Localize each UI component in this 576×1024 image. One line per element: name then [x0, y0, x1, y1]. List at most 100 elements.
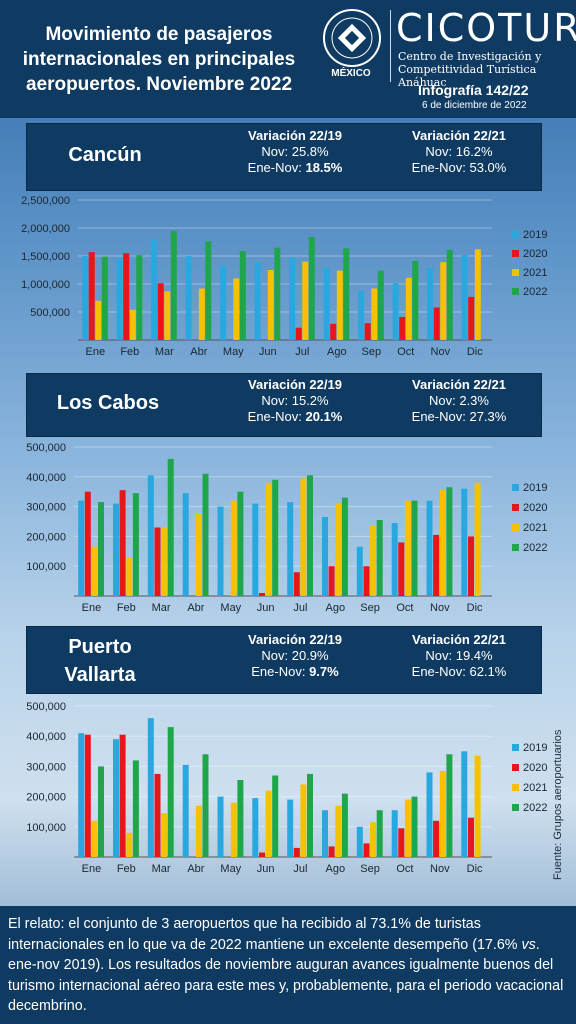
legend-swatch-2022 — [512, 288, 519, 295]
x-tick-label: May — [220, 602, 241, 614]
bar-2019-mar — [147, 475, 154, 596]
x-tick-label: May — [220, 863, 241, 875]
bar-2022-nov — [446, 249, 453, 340]
header: Movimiento de pasajeros internacionales … — [0, 0, 576, 118]
variation-title: Variación 22/19 — [248, 377, 342, 392]
bar-2019-dic — [461, 488, 468, 596]
bar-2019-sep — [358, 290, 365, 340]
variation-22-19: Variación 22/19 Nov: 15.2% Ene-Nov: 20.1… — [219, 377, 371, 425]
variation-ene-nov: Ene-Nov: 20.1% — [219, 409, 371, 425]
variation-nov: Nov: 25.8% — [261, 144, 329, 159]
variation-ene-label: Ene-Nov: — [247, 160, 306, 175]
x-tick-label: Oct — [396, 863, 413, 875]
bar-2021-abr — [198, 288, 205, 340]
city-name: Cancún — [68, 144, 142, 166]
bar-2019-abr — [185, 256, 192, 340]
footer-text: El relato: el conjunto de 3 aeropuertos … — [8, 914, 568, 1017]
x-tick-label: Abr — [187, 863, 204, 875]
bar-2019-jun — [252, 503, 259, 596]
legend-label: 2020 — [523, 762, 547, 774]
legend-swatch-2021 — [512, 269, 519, 276]
x-tick-label: Mar — [152, 863, 171, 875]
legend-swatch-2019 — [512, 744, 519, 751]
y-tick-label: 400,000 — [26, 731, 66, 743]
x-tick-label: Jun — [259, 346, 277, 358]
bar-2021-mar — [161, 527, 168, 596]
x-tick-label: Ene — [86, 346, 106, 358]
x-tick-label: Ago — [327, 346, 347, 358]
bar-2019-ene — [78, 500, 85, 596]
x-tick-label: Mar — [152, 602, 171, 614]
bar-2021-oct — [404, 799, 411, 857]
bar-2021-may — [230, 802, 237, 857]
y-tick-label: 500,000 — [26, 701, 66, 713]
bar-2022-ago — [341, 497, 348, 596]
legend-swatch-2022 — [512, 804, 519, 811]
x-tick-label: Dic — [467, 863, 483, 875]
bar-2021-ago — [335, 503, 342, 596]
bar-2020-nov — [433, 534, 440, 596]
bar-2022-feb — [132, 493, 139, 596]
bar-2022-may — [239, 251, 246, 340]
legend-swatch-2019 — [512, 231, 519, 238]
legend-swatch-2020 — [512, 250, 519, 257]
university-label: MÉXICO — [331, 68, 371, 79]
bar-2019-sep — [356, 546, 363, 596]
bar-2022-oct — [412, 261, 419, 340]
relato-label: El relato — [8, 916, 61, 932]
bar-2019-jun — [254, 262, 261, 340]
variation-22-21: Variación 22/21 Nov: 16.2% Ene-Nov: 53.0… — [383, 128, 535, 176]
y-tick-label: 200,000 — [26, 792, 66, 804]
variation-ene-value: 20.1% — [305, 409, 343, 424]
bar-2021-nov — [440, 262, 447, 340]
bar-2021-ago — [335, 805, 342, 857]
x-tick-label: Feb — [120, 346, 139, 358]
bar-2022-may — [237, 780, 244, 857]
variation-nov: Nov: 16.2% — [425, 144, 493, 159]
x-tick-label: Abr — [187, 602, 204, 614]
bar-2021-jun — [265, 482, 272, 596]
bar-2022-feb — [132, 760, 139, 857]
bar-2021-dic — [474, 482, 481, 596]
legend-label: 2022 — [523, 542, 547, 554]
bar-2019-oct — [392, 283, 399, 340]
bar-2022-jul — [308, 237, 315, 340]
bar-2022-mar — [167, 727, 174, 857]
bar-2022-abr — [202, 754, 209, 857]
x-tick-label: Ago — [326, 602, 346, 614]
university-seal-icon — [323, 9, 381, 67]
bar-2019-nov — [427, 267, 434, 340]
bar-2021-nov — [439, 770, 446, 857]
x-tick-label: Jun — [257, 602, 275, 614]
legend-label: 2020 — [523, 502, 547, 514]
variation-ene-nov: Ene-Nov: 18.5% — [219, 160, 371, 176]
bar-2019-mar — [147, 718, 154, 857]
x-tick-label: Feb — [117, 602, 136, 614]
bar-2021-ago — [336, 270, 343, 340]
legend-label: 2021 — [523, 782, 547, 794]
bar-2021-ene — [95, 300, 102, 340]
legend-label: 2019 — [523, 742, 547, 754]
x-tick-label: Mar — [155, 346, 174, 358]
relato-vs: vs — [521, 936, 536, 953]
bar-2020-ago — [330, 323, 337, 340]
variation-ene-nov: Ene-Nov: 27.3% — [411, 409, 507, 424]
variation-ene-value: 9.7% — [309, 664, 339, 679]
legend-label: 2019 — [523, 229, 547, 241]
bar-2022-abr — [202, 473, 209, 596]
bar-2019-ene — [78, 733, 85, 857]
variation-nov: Nov: 2.3% — [429, 393, 489, 408]
bar-2020-jul — [293, 572, 300, 596]
variation-22-21: Variación 22/21 Nov: 2.3% Ene-Nov: 27.3% — [383, 377, 535, 425]
bar-2019-ago — [322, 517, 328, 596]
bar-2020-mar — [157, 283, 164, 340]
y-tick-label: 2,500,000 — [21, 195, 70, 207]
variation-ene-label: Ene-Nov: — [251, 664, 310, 679]
bar-2020-ago — [328, 846, 335, 857]
bar-2019-may — [220, 266, 227, 340]
variation-title: Variación 22/21 — [412, 377, 506, 392]
brand-sub-line-2: Competitividad Turística Anáhuac — [398, 63, 537, 89]
bar-2020-dic — [468, 817, 474, 857]
y-tick-label: 100,000 — [26, 822, 66, 834]
bar-2019-abr — [182, 493, 189, 596]
